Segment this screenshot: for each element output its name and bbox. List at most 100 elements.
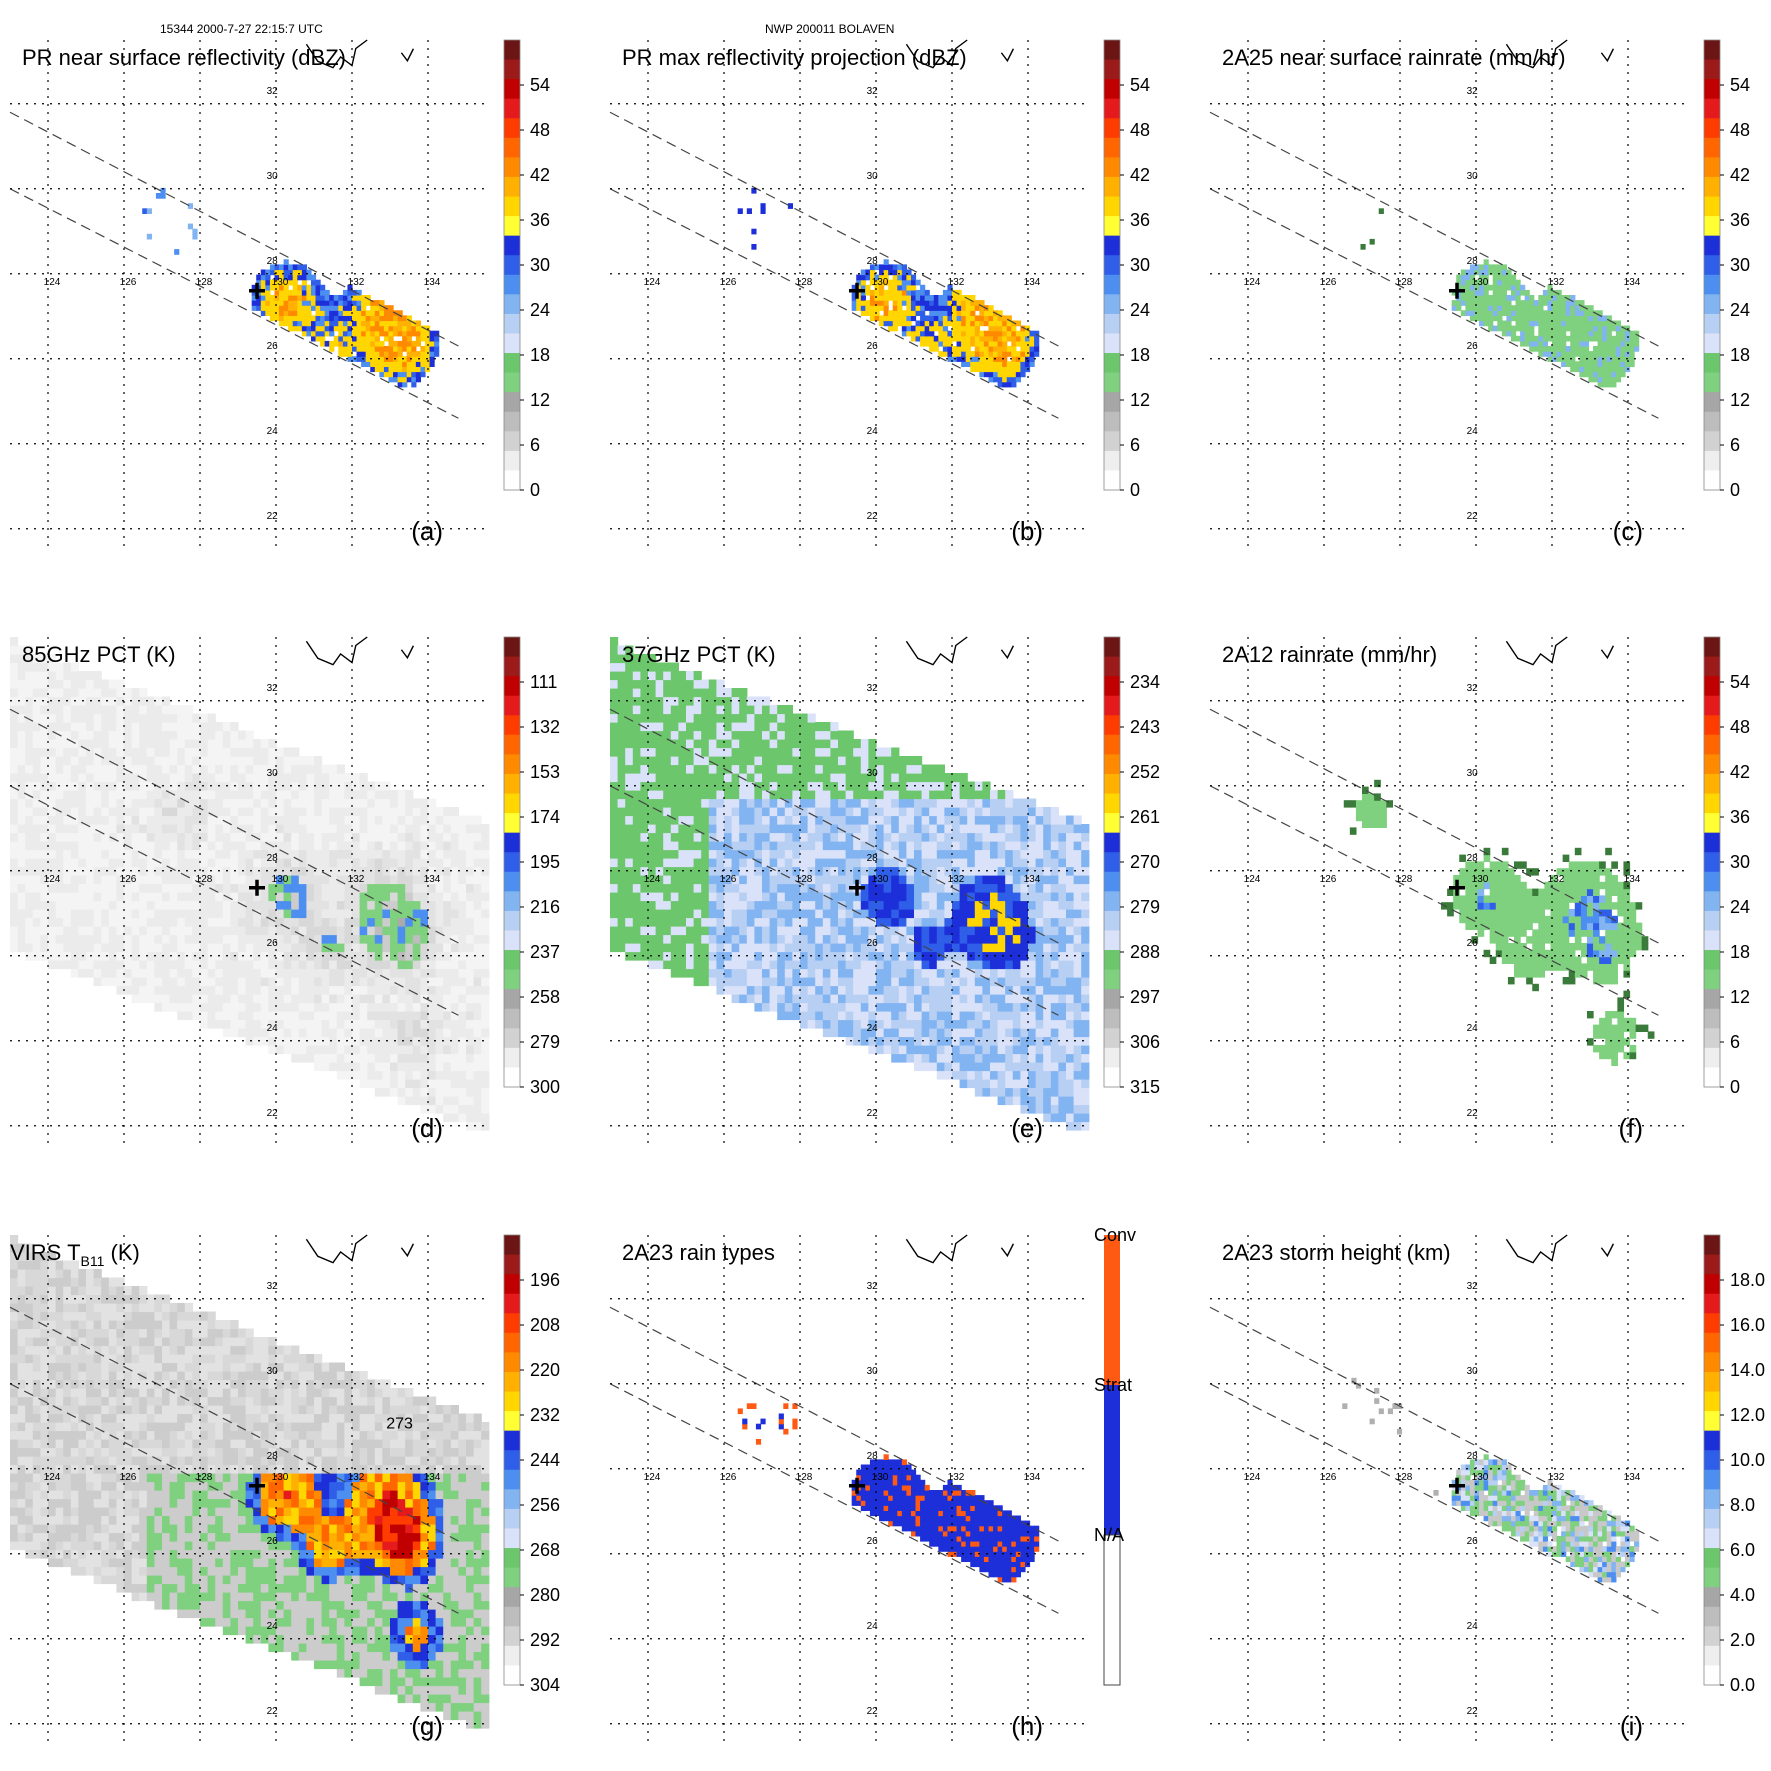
data-pixel	[78, 875, 87, 885]
data-pixel	[458, 832, 467, 842]
data-pixel	[1602, 325, 1608, 332]
data-pixel	[1602, 376, 1608, 383]
data-pixel	[800, 968, 809, 978]
data-pixel	[238, 815, 247, 825]
data-pixel	[230, 747, 239, 757]
data-pixel	[17, 739, 26, 749]
data-pixel	[769, 909, 778, 919]
data-pixel	[124, 807, 133, 817]
data-pixel	[336, 917, 345, 927]
data-pixel	[901, 274, 907, 281]
data-pixel	[329, 994, 338, 1004]
data-pixel	[215, 968, 224, 978]
data-pixel	[686, 900, 695, 910]
data-pixel	[25, 798, 34, 808]
data-pixel	[1483, 315, 1489, 322]
data-pixel	[116, 713, 125, 723]
data-pixel	[17, 696, 26, 706]
data-pixel	[336, 985, 345, 995]
data-pixel	[1629, 346, 1635, 352]
data-pixel	[1606, 371, 1612, 378]
data-pixel	[1579, 361, 1585, 367]
data-pixel	[352, 807, 361, 817]
data-pixel	[310, 315, 317, 322]
data-pixel	[625, 934, 634, 944]
data-pixel	[365, 361, 371, 367]
data-pixel	[435, 841, 444, 851]
data-pixel	[397, 1079, 406, 1089]
latitude-tick-label: 30	[267, 171, 279, 182]
data-pixel	[397, 346, 403, 352]
data-pixel	[746, 747, 755, 757]
data-pixel	[25, 892, 34, 902]
data-pixel	[177, 943, 186, 953]
data-pixel	[716, 841, 725, 851]
colorbar-swatch	[504, 333, 520, 354]
data-pixel	[746, 705, 755, 715]
data-pixel	[55, 858, 64, 868]
data-pixel	[466, 892, 475, 902]
data-pixel	[1602, 381, 1608, 388]
data-pixel	[678, 798, 687, 808]
data-pixel	[1597, 376, 1603, 383]
data-pixel	[347, 325, 353, 332]
data-pixel	[1497, 269, 1503, 276]
data-pixel	[63, 892, 72, 902]
data-pixel	[48, 705, 57, 715]
data-pixel	[670, 747, 679, 757]
data-pixel	[367, 1002, 376, 1012]
data-pixel	[367, 1019, 376, 1029]
data-pixel	[993, 320, 999, 327]
data-pixel	[1492, 264, 1498, 271]
data-pixel	[617, 713, 626, 723]
data-pixel	[906, 274, 912, 281]
data-pixel	[336, 866, 345, 876]
data-pixel	[610, 934, 619, 944]
header-granule-time: 15344 2000-7-27 22:15:7 UTC	[160, 22, 323, 36]
data-pixel	[942, 300, 949, 306]
data-pixel	[139, 773, 148, 783]
data-pixel	[359, 926, 368, 936]
colorbar-swatch	[504, 734, 520, 755]
data-pixel	[207, 824, 216, 834]
data-pixel	[177, 824, 186, 834]
colorbar-swatch	[504, 989, 520, 1010]
data-pixel	[116, 790, 125, 800]
data-pixel	[359, 934, 368, 944]
data-pixel	[215, 892, 224, 902]
data-pixel	[1602, 315, 1608, 322]
data-pixel	[693, 832, 702, 842]
data-pixel	[1488, 305, 1494, 311]
data-pixel	[979, 300, 985, 306]
data-pixel	[406, 330, 412, 337]
data-pixel	[716, 985, 725, 995]
data-pixel	[390, 892, 399, 902]
data-pixel	[251, 289, 257, 296]
data-pixel	[678, 764, 687, 774]
data-pixel	[374, 1053, 383, 1063]
data-pixel	[177, 917, 186, 927]
data-pixel	[800, 815, 809, 825]
data-pixel	[865, 269, 871, 276]
data-pixel	[1483, 269, 1489, 276]
data-pixel	[222, 883, 231, 893]
data-pixel	[291, 781, 300, 791]
data-pixel	[397, 943, 406, 953]
data-pixel	[670, 705, 679, 715]
data-pixel	[329, 1053, 338, 1063]
data-pixel	[116, 926, 125, 936]
data-pixel	[215, 994, 224, 1004]
data-pixel	[154, 798, 163, 808]
data-pixel	[78, 671, 87, 681]
data-pixel	[17, 679, 26, 689]
data-pixel	[215, 909, 224, 919]
data-pixel	[274, 300, 280, 306]
data-pixel	[245, 832, 254, 842]
data-pixel	[1529, 320, 1535, 327]
latitude-tick-label: 26	[1467, 341, 1479, 352]
data-pixel	[777, 943, 786, 953]
data-pixel	[131, 985, 140, 995]
data-pixel	[428, 1096, 437, 1106]
data-pixel	[154, 832, 163, 842]
